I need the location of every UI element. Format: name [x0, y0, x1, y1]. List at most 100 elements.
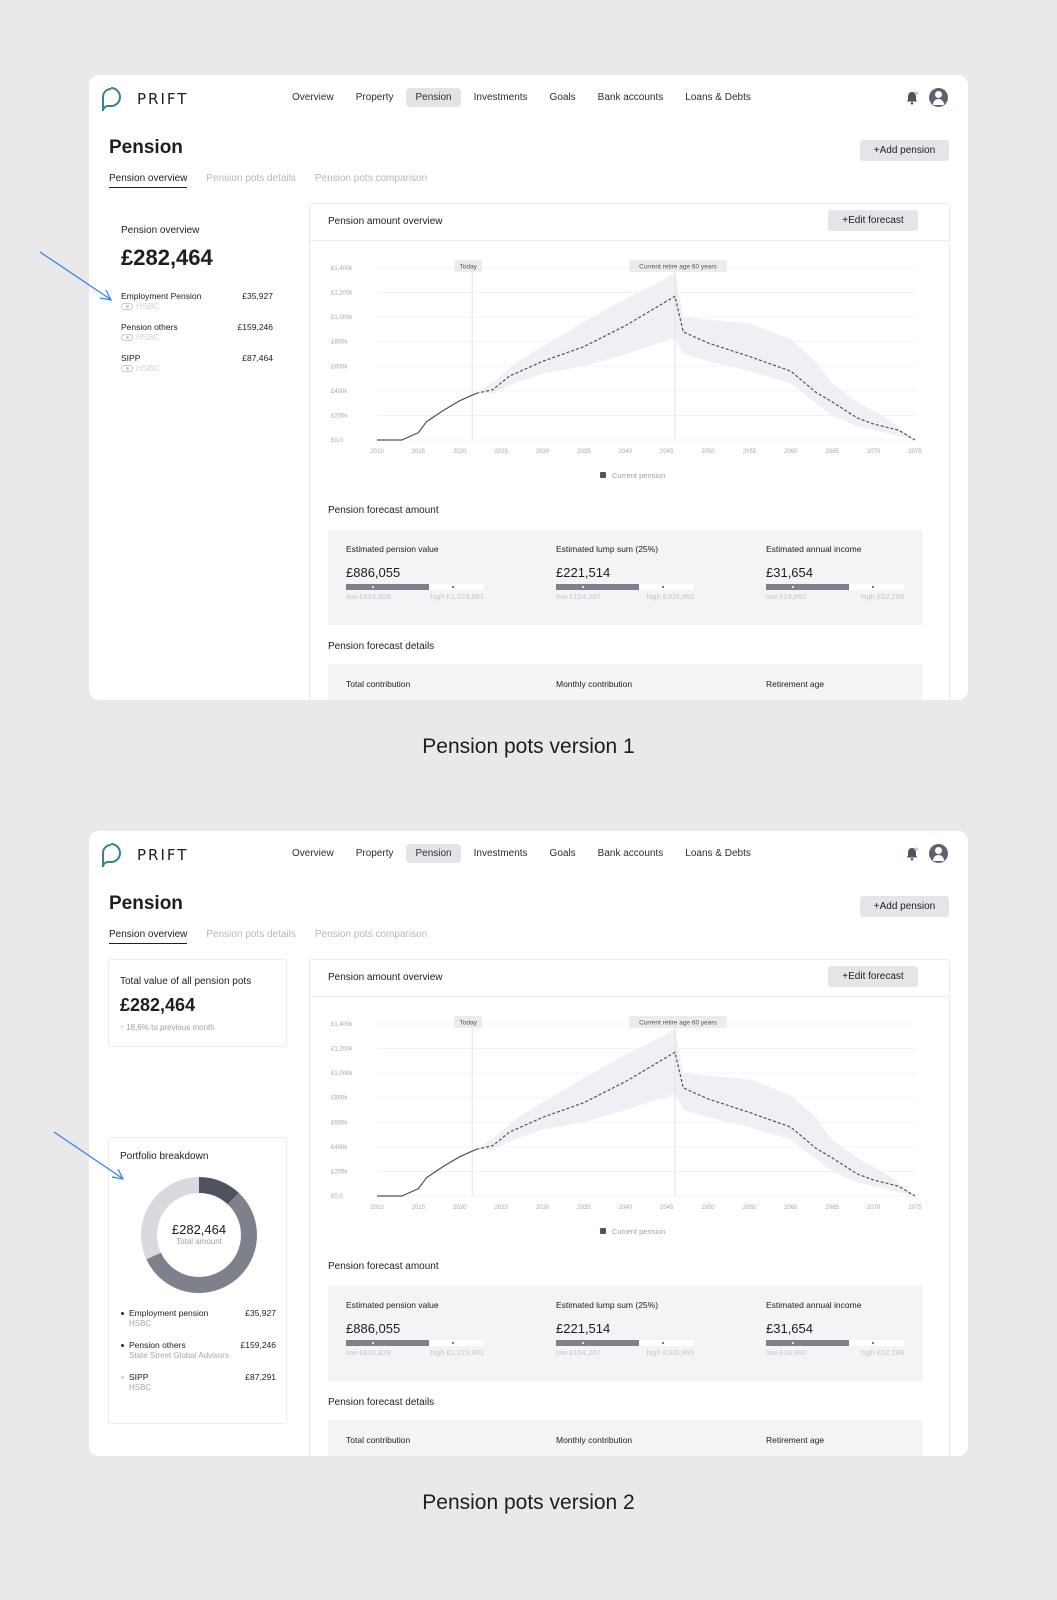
tab-pension-pots-details[interactable]: Pension pots details	[206, 173, 296, 184]
tab-pension-overview[interactable]: Pension overview	[109, 173, 188, 188]
nav-item-pension[interactable]: Pension	[406, 88, 461, 107]
breakdown-name: Pension others	[121, 1340, 186, 1350]
bell-icon[interactable]	[905, 847, 919, 861]
range-fill	[346, 1340, 429, 1346]
add-pension-button[interactable]: +Add pension	[860, 140, 949, 161]
nav-item-property[interactable]: Property	[355, 848, 394, 859]
eye-icon[interactable]	[121, 333, 133, 341]
nav-item-investments[interactable]: Investments	[473, 92, 528, 103]
nav-item-loans-debts[interactable]: Loans & Debts	[685, 848, 751, 859]
forecast-value: £886,055	[346, 565, 401, 580]
pot-item[interactable]: Pension others £159,246 HSBC	[121, 322, 273, 352]
forecast-range-bar	[556, 1340, 694, 1346]
pension-page-v2: PRIFT Overview Property Pension Investme…	[89, 831, 968, 1456]
range-high: high £305,965	[646, 592, 694, 601]
tab-pension-pots-comparison[interactable]: Pension pots comparison	[314, 173, 428, 184]
range-marker	[872, 1342, 875, 1344]
pot-item[interactable]: Employment Pension £35,927 HSBC	[121, 291, 273, 321]
total-value: £282,464	[120, 995, 196, 1015]
nav-item-overview[interactable]: Overview	[292, 92, 334, 103]
x-tick-label: 2050	[701, 1205, 715, 1211]
avatar[interactable]	[929, 844, 948, 863]
nav-item-pension[interactable]: Pension	[406, 844, 461, 863]
retire-label: Current retire age 60 years	[639, 264, 717, 271]
breakdown-name: Employment pension	[120, 1308, 209, 1318]
total-value-card: Total value of all pension pots £282,464…	[108, 959, 287, 1047]
breakdown-item[interactable]: Employment pension £35,927 HSBC	[120, 1308, 276, 1338]
y-tick-label: £0,0	[331, 438, 343, 444]
pension-chart: £0,0 £200k £400k £600k £800k £1,000k £1,200k £1…	[331, 260, 922, 480]
today-label: Today	[460, 264, 478, 271]
range-high: high £305,965	[646, 1348, 694, 1357]
eye-icon[interactable]	[121, 364, 133, 372]
tab-pension-pots-comparison[interactable]: Pension pots comparison	[314, 929, 428, 940]
nav-item-loans-debts[interactable]: Loans & Debts	[685, 92, 751, 103]
pot-provider: HSBC	[136, 301, 160, 311]
panel-header: Pension amount overview +Edit forecast	[310, 960, 949, 997]
x-tick-label: 2060	[784, 1205, 798, 1211]
y-tick-label: £1,400k	[331, 1022, 353, 1028]
logo-text: PRIFT	[137, 846, 189, 864]
logo-icon	[102, 87, 121, 112]
x-tick-label: 2075	[908, 1205, 922, 1211]
breakdown-value: £35,927	[245, 1308, 276, 1318]
detail-label: Retirement age	[766, 1435, 825, 1445]
pension-chart: £0,0 £200k £400k £600k £800k £1,000k £1,200k £1…	[331, 1016, 922, 1236]
x-tick-label: 2065	[826, 449, 840, 455]
forecast-item: Estimated annual income £31,654 low £18,…	[766, 1300, 916, 1358]
avatar[interactable]	[929, 88, 948, 107]
x-tick-label: 2020	[453, 449, 467, 455]
detail-label: Monthly contribution	[556, 679, 633, 689]
donut-segment	[141, 1177, 257, 1293]
tab-pension-pots-details[interactable]: Pension pots details	[206, 929, 296, 940]
range-marker	[372, 1342, 375, 1344]
nav-item-property[interactable]: Property	[355, 92, 394, 103]
range-low: low £154,207	[556, 592, 601, 601]
logo[interactable]: PRIFT	[101, 86, 188, 112]
x-tick-label: 2045	[660, 1205, 674, 1211]
series-line-actual	[377, 392, 477, 441]
forecast-band	[476, 1028, 915, 1196]
nav-item-overview[interactable]: Overview	[292, 848, 334, 859]
page-title: Pension	[109, 893, 183, 914]
range-marker	[452, 586, 455, 588]
panel-title: Pension amount overview	[328, 972, 443, 983]
y-tick-label: £1,000k	[331, 315, 353, 321]
range-marker	[582, 1342, 585, 1344]
range-fill	[346, 584, 429, 590]
nav-item-bank-accounts[interactable]: Bank accounts	[597, 92, 664, 103]
x-tick-label: 2030	[536, 449, 550, 455]
edit-forecast-button[interactable]: +Edit forecast	[828, 966, 918, 987]
series-line-forecast	[476, 295, 916, 441]
range-fill	[766, 1340, 849, 1346]
x-tick-label: 2010	[370, 449, 384, 455]
forecast-title: Pension forecast amount	[328, 505, 439, 516]
range-high: high £1,223,861	[430, 1348, 484, 1357]
forecast-label: Estimated lump sum (25%)	[556, 544, 659, 554]
x-tick-label: 2010	[370, 1205, 384, 1211]
nav-menu: Overview Property Pension Investments Go…	[283, 88, 764, 107]
tab-pension-overview[interactable]: Pension overview	[109, 929, 188, 944]
x-tick-label: 2065	[826, 1205, 840, 1211]
nav-item-investments[interactable]: Investments	[473, 848, 528, 859]
top-nav: PRIFT Overview Property Pension Investme…	[89, 75, 968, 125]
range-low: low £154,207	[556, 1348, 601, 1357]
add-pension-button[interactable]: +Add pension	[860, 896, 949, 917]
y-tick-label: £200k	[331, 1169, 348, 1175]
pension-page-v1: PRIFT Overview Property Pension Investme…	[89, 75, 968, 700]
bell-icon[interactable]	[905, 91, 919, 105]
nav-item-goals[interactable]: Goals	[549, 92, 576, 103]
pot-item[interactable]: SIPP £87,464 HSBC	[121, 353, 273, 383]
x-tick-label: 2035	[577, 449, 591, 455]
logo[interactable]: PRIFT	[101, 842, 188, 868]
retire-label-bg	[628, 260, 727, 272]
forecast-item: Estimated annual income £31,654 low £18,…	[766, 544, 916, 602]
overview-label: Pension overview	[121, 225, 200, 236]
details-box: Total contribution Monthly contribution …	[328, 664, 922, 700]
edit-forecast-button[interactable]: +Edit forecast	[828, 210, 918, 231]
eye-icon[interactable]	[121, 302, 133, 310]
breakdown-item[interactable]: SIPP £87,291 HSBC	[120, 1372, 276, 1402]
nav-item-goals[interactable]: Goals	[549, 848, 576, 859]
breakdown-item[interactable]: Pension others £159,246 State Street Glo…	[121, 1340, 276, 1370]
nav-item-bank-accounts[interactable]: Bank accounts	[597, 848, 664, 859]
